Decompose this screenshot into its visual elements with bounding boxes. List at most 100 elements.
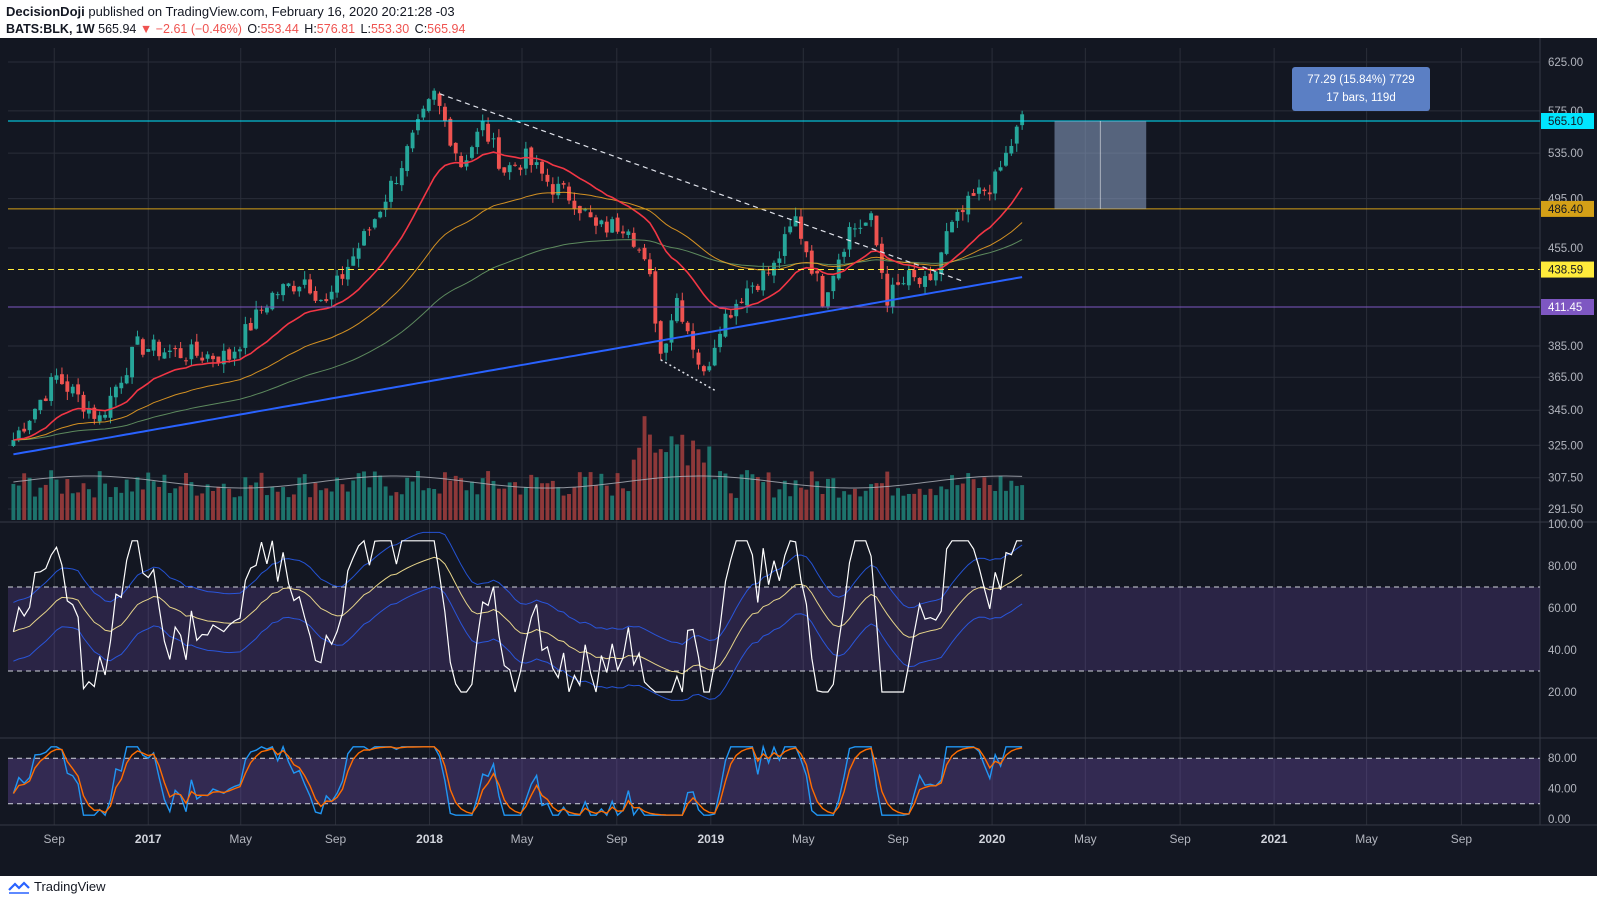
time-tick-label: 2018	[416, 832, 443, 846]
volume-bar	[103, 483, 108, 520]
volume-bar	[275, 491, 280, 520]
volume-bar	[987, 484, 992, 520]
low-value: 553.30	[370, 22, 410, 36]
volume-bar	[858, 496, 863, 520]
brand-name[interactable]: TradingView	[34, 879, 106, 894]
candle	[367, 229, 372, 231]
author-name[interactable]: DecisionDoji	[6, 4, 85, 19]
time-axis: Sep 2017 May Sep 2018 May Sep 2019 May Sep 2020 May…	[44, 832, 1473, 846]
volume-bar	[119, 492, 124, 520]
volume-bar	[772, 497, 776, 520]
rsi-tick-label: 20.00	[1548, 687, 1577, 699]
candle	[766, 272, 771, 274]
time-tick-label: Sep	[887, 832, 909, 846]
candle	[54, 375, 59, 380]
volume-bar	[815, 481, 820, 520]
candle	[561, 183, 566, 185]
volume-bar	[982, 477, 987, 520]
candle	[275, 294, 280, 296]
candle	[189, 344, 194, 360]
candle	[70, 386, 75, 394]
volume-bar	[308, 497, 313, 520]
time-tick-label: Sep	[44, 832, 66, 846]
candle	[313, 290, 318, 301]
price-line-label-bg	[1541, 299, 1594, 315]
volume-bar	[842, 491, 847, 520]
volume-bar	[631, 459, 636, 520]
volume-bar	[281, 487, 286, 520]
candle	[863, 222, 868, 226]
candle	[27, 420, 32, 431]
candle	[610, 219, 615, 233]
candle	[944, 231, 949, 254]
candle	[567, 186, 571, 201]
candle	[16, 430, 21, 441]
volume-bar	[561, 495, 566, 520]
volume-bar	[513, 482, 518, 520]
candle	[302, 279, 307, 285]
chart-background	[0, 38, 1597, 876]
volume-bar	[108, 497, 113, 520]
candle	[227, 349, 232, 360]
volume-bar	[443, 472, 447, 520]
candle	[248, 323, 253, 331]
volume-bar	[130, 491, 135, 520]
resistance-trendline	[439, 93, 964, 282]
candle	[389, 180, 393, 202]
candle	[669, 320, 674, 343]
time-tick-label: May	[1355, 832, 1378, 846]
volume-bar	[917, 488, 922, 520]
candle	[615, 217, 620, 232]
volume-bar	[847, 494, 852, 520]
volume-bar	[761, 482, 766, 520]
candle	[469, 147, 474, 158]
candle	[799, 216, 803, 239]
volume-bar	[184, 472, 188, 520]
candle	[707, 366, 712, 371]
volume-bar	[793, 480, 798, 520]
rsi-upper-band	[13, 531, 1023, 645]
candle	[362, 231, 366, 246]
candle	[421, 108, 426, 118]
volume-bar	[216, 486, 221, 520]
candle	[933, 271, 938, 281]
time-tick-label: 2020	[979, 832, 1006, 846]
low-label: L:	[360, 22, 371, 36]
volume-bar	[378, 475, 383, 520]
measure-tooltip	[1292, 67, 1430, 111]
measure-text-line1: 77.29 (15.84%) 7729	[1307, 74, 1414, 86]
candle	[351, 256, 356, 266]
volume-bar	[529, 474, 534, 520]
candle	[642, 247, 647, 260]
measure-text-line2: 17 bars, 119d	[1326, 92, 1395, 104]
volume-bar	[297, 477, 302, 520]
volume-bar	[76, 492, 81, 520]
price-line-label: 411.45	[1548, 302, 1582, 314]
stoch-k-line	[12, 744, 1023, 817]
volume-bar	[81, 483, 86, 520]
candle	[475, 131, 480, 148]
candle	[194, 341, 199, 356]
candle	[782, 234, 787, 256]
volume-bar	[426, 488, 431, 520]
price-line-label: 565.10	[1548, 116, 1583, 128]
volume-bar	[248, 485, 253, 520]
volume-bar	[674, 444, 679, 520]
volume-bar	[227, 488, 232, 520]
candle	[502, 167, 507, 173]
rsi-tick-label: 80.00	[1548, 561, 1577, 573]
candle	[998, 167, 1003, 171]
stoch-tick-label: 0.00	[1548, 814, 1570, 826]
candle	[572, 200, 577, 209]
candle	[60, 374, 64, 385]
candle	[416, 119, 420, 131]
candle	[140, 339, 145, 355]
candle	[858, 227, 863, 229]
volume-bar	[637, 447, 642, 520]
volume-bar	[923, 494, 927, 520]
volume-bar	[696, 449, 701, 520]
price-tick-label: 385.00	[1548, 341, 1583, 353]
candle	[739, 301, 744, 304]
volume-bar	[399, 494, 404, 520]
